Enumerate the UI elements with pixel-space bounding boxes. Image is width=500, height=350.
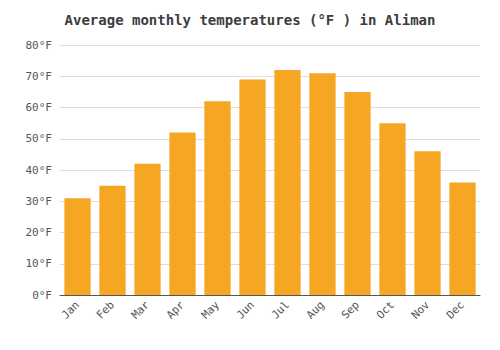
- svg-text:20°F: 20°F: [26, 226, 53, 239]
- svg-text:Feb: Feb: [94, 298, 117, 321]
- svg-text:30°F: 30°F: [26, 195, 53, 208]
- svg-text:Mar: Mar: [129, 298, 152, 321]
- svg-text:Dec: Dec: [444, 298, 467, 321]
- svg-text:Apr: Apr: [164, 298, 187, 321]
- svg-text:Aug: Aug: [304, 298, 327, 321]
- svg-text:10°F: 10°F: [26, 257, 53, 270]
- svg-text:60°F: 60°F: [26, 101, 53, 114]
- svg-text:Sep: Sep: [339, 298, 362, 321]
- svg-text:80°F: 80°F: [26, 39, 53, 52]
- svg-text:May: May: [199, 298, 222, 321]
- svg-text:Oct: Oct: [374, 298, 397, 321]
- svg-text:Jul: Jul: [269, 298, 292, 321]
- svg-text:Nov: Nov: [409, 298, 432, 321]
- svg-text:Jun: Jun: [234, 298, 257, 321]
- svg-text:50°F: 50°F: [26, 132, 53, 145]
- svg-text:40°F: 40°F: [26, 164, 53, 177]
- svg-text:Jan: Jan: [59, 298, 82, 321]
- svg-text:0°F: 0°F: [32, 289, 52, 302]
- svg-text:Average monthly temperatures (: Average monthly temperatures (°F ) in Al…: [65, 12, 436, 28]
- svg-text:70°F: 70°F: [26, 70, 53, 83]
